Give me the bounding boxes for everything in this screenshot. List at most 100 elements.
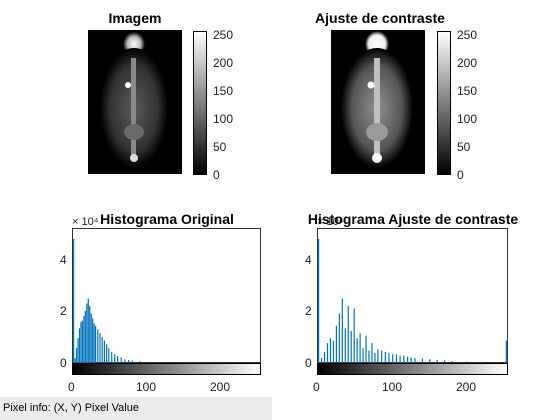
histogram-bar (75, 348, 78, 363)
hist-x-tick: 0 (313, 380, 320, 394)
histogram-bar (117, 356, 119, 363)
histogram-bar (344, 328, 346, 363)
hist-y-tick: 4 (60, 253, 67, 267)
histogram-bar (323, 351, 326, 363)
histogram-bar (124, 359, 126, 363)
contrast-colorbar (437, 31, 451, 175)
pixel-info-text: Pixel info: (X, Y) Pixel Value (3, 402, 139, 414)
histogram-bar (84, 310, 86, 363)
colorbar-tick: 250 (213, 28, 234, 42)
histogram-bar (377, 349, 379, 363)
hist-y-tick: 0 (60, 356, 67, 370)
histogram-bar (87, 298, 89, 363)
histogram-bar (481, 361, 483, 363)
colorbar-tick: 0 (213, 168, 220, 182)
hist-contrast-plot (318, 238, 507, 363)
histogram-bar (111, 351, 113, 363)
histogram-bar (153, 362, 155, 363)
histogram-bar (335, 325, 337, 363)
histogram-bar (320, 358, 323, 363)
colorbar-tick: 50 (213, 140, 227, 154)
histogram-bar (414, 358, 416, 363)
pixel-info-bar: Pixel info: (X, Y) Pixel Value (0, 397, 272, 420)
histogram-bar (362, 348, 364, 363)
histogram-bar (86, 303, 88, 363)
histogram-bar (103, 340, 105, 363)
hist-y-tick: 0 (305, 356, 312, 370)
hist-y-tick: 4 (305, 253, 312, 267)
histogram-bar (332, 340, 335, 363)
histogram-bar (395, 354, 398, 363)
hist-contrast-title: Histograma Ajuste de contraste (307, 211, 519, 227)
hist-contrast-exponent: × 10⁴ (317, 216, 344, 228)
histogram-bar (106, 344, 108, 363)
histogram-bar (421, 358, 423, 363)
histogram-bar (74, 358, 76, 363)
histogram-bar (89, 305, 91, 363)
hist-x-tick: 200 (456, 380, 477, 394)
colorbar-tick: 200 (457, 56, 478, 70)
hist-y-tick: 2 (60, 304, 67, 318)
histogram-bar (90, 313, 92, 363)
histogram-bar (347, 305, 349, 363)
histogram-bar (95, 325, 97, 363)
colorbar-tick: 50 (457, 140, 471, 154)
colorbar-tick: 0 (457, 168, 464, 182)
histogram-bar (444, 360, 446, 363)
histogram-bar (93, 323, 95, 363)
histogram-bar (436, 360, 438, 363)
histogram-bar (120, 357, 122, 363)
histogram-bar (451, 361, 453, 363)
histogram-bar (495, 362, 498, 363)
contrast-scan-image (331, 30, 425, 174)
histogram-bar (99, 333, 101, 363)
hist-original-plot (73, 238, 260, 363)
colorbar-tick: 150 (213, 84, 234, 98)
colorbar-tick: 100 (457, 112, 478, 126)
hist-x-tick: 0 (68, 380, 75, 394)
hist-x-tick: 100 (382, 380, 403, 394)
histogram-bar (384, 351, 386, 363)
hist-x-tick: 200 (210, 380, 231, 394)
histogram-bar (131, 360, 133, 363)
hist-contrast-gradient (317, 363, 508, 375)
hist-original-title: Histograma Original (100, 211, 234, 227)
histogram-bar (318, 238, 320, 363)
histogram-bar (350, 330, 352, 363)
histogram-bar (205, 361, 207, 363)
histogram-bar (410, 357, 412, 363)
original-scan-image (88, 30, 182, 174)
histogram-bar (128, 360, 130, 363)
hist-original-axes (72, 228, 261, 363)
colorbar-tick: 200 (213, 56, 234, 70)
colorbar-tick: 150 (457, 84, 478, 98)
histogram-bar (356, 338, 358, 363)
histogram-bar (114, 354, 116, 363)
histogram-bar (139, 361, 141, 363)
histogram-bar (371, 343, 373, 363)
contrast-image-title: Ajuste de contraste (315, 10, 445, 26)
hist-y-tick: 2 (305, 304, 312, 318)
histogram-bar (83, 315, 85, 363)
histogram-bar (341, 298, 343, 363)
histogram-bar (399, 355, 401, 363)
hist-original-exponent: × 10⁴ (72, 216, 99, 228)
histogram-bar (388, 353, 390, 363)
histogram-bar (374, 353, 376, 363)
histogram-bar (73, 238, 75, 363)
histogram-bar (403, 355, 405, 363)
original-image-title: Imagem (108, 10, 162, 26)
histogram-bar (77, 338, 79, 363)
histogram-bar (101, 336, 103, 363)
colorbar-tick: 250 (457, 28, 478, 42)
histogram-bar (365, 335, 367, 363)
histogram-bar (368, 350, 370, 363)
histogram-bar (81, 320, 83, 363)
histogram-bar (97, 329, 99, 363)
histogram-bar (329, 338, 332, 363)
histogram-bar (92, 318, 94, 363)
histogram-bar (108, 348, 110, 363)
original-colorbar (193, 31, 207, 175)
histogram-bar (406, 356, 409, 363)
histogram-bar (80, 322, 82, 363)
